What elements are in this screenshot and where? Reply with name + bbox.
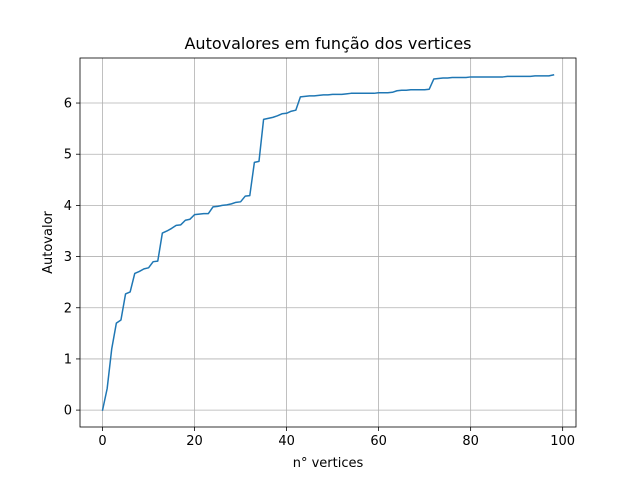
- y-tick-label: 3: [64, 250, 72, 265]
- series-layer: [101, 73, 555, 412]
- y-tick-label: 2: [64, 301, 72, 316]
- x-axis-label: n° vertices: [293, 456, 364, 471]
- x-tick-label: 60: [370, 434, 387, 449]
- chart-title: Autovalores em função dos vertices: [184, 34, 471, 53]
- y-tick-label: 0: [64, 404, 72, 419]
- series-line: [101, 73, 555, 412]
- x-tick-label: 40: [278, 434, 295, 449]
- y-tick-label: 5: [64, 148, 72, 163]
- plot-frame: [79, 57, 577, 428]
- y-tick-label: 6: [64, 97, 72, 112]
- y-axis-label: Autovalor: [41, 210, 56, 273]
- x-tick-label: 0: [98, 434, 106, 449]
- x-tick-label: 20: [186, 434, 203, 449]
- x-axis-ticks: 0 20 40 60 80 100: [98, 427, 575, 449]
- y-tick-label: 1: [64, 352, 72, 367]
- y-axis-ticks: 0 1 2 3 4 5 6: [64, 97, 80, 419]
- grid: [80, 58, 576, 427]
- x-tick-label: 80: [462, 434, 479, 449]
- y-tick-label: 4: [64, 199, 72, 214]
- x-tick-label: 100: [550, 434, 575, 449]
